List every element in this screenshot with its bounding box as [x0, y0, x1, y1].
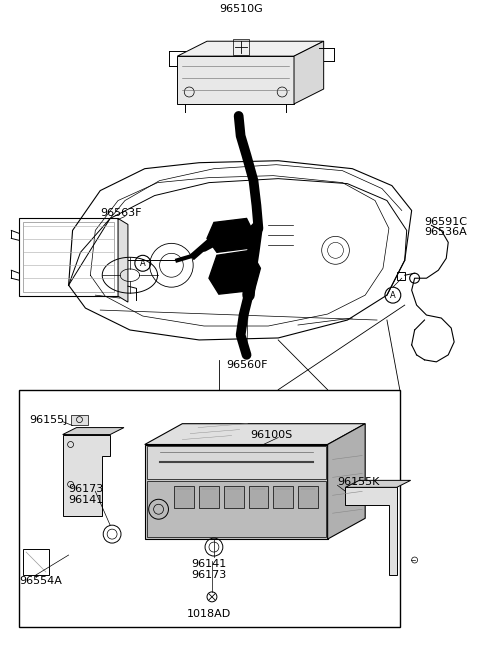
- Bar: [23, 222, 114, 292]
- Polygon shape: [63, 434, 110, 516]
- Polygon shape: [63, 428, 124, 434]
- Bar: [199, 486, 219, 508]
- Text: 96536A: 96536A: [424, 228, 467, 237]
- Bar: [298, 486, 318, 508]
- Polygon shape: [145, 424, 365, 445]
- Bar: [397, 272, 405, 280]
- Polygon shape: [145, 445, 328, 539]
- Polygon shape: [177, 56, 294, 104]
- Text: 96173: 96173: [69, 484, 104, 495]
- Text: 96563F: 96563F: [100, 209, 142, 218]
- Text: 96173: 96173: [192, 570, 227, 580]
- Bar: [71, 415, 88, 424]
- Text: A: A: [140, 258, 145, 268]
- Text: 96510G: 96510G: [219, 5, 263, 14]
- Polygon shape: [207, 218, 253, 253]
- Bar: [273, 486, 293, 508]
- Polygon shape: [147, 447, 325, 480]
- Polygon shape: [294, 41, 324, 104]
- Bar: [224, 486, 243, 508]
- Text: 96100S: 96100S: [251, 430, 293, 440]
- Text: 96560F: 96560F: [226, 360, 267, 370]
- Text: 96554A: 96554A: [19, 576, 62, 586]
- Polygon shape: [328, 424, 365, 539]
- Polygon shape: [346, 480, 411, 487]
- Text: 96141: 96141: [192, 559, 227, 569]
- Polygon shape: [346, 487, 397, 575]
- Bar: [19, 218, 118, 296]
- Text: 96155K: 96155K: [337, 478, 380, 487]
- Text: 96141: 96141: [69, 495, 104, 505]
- Bar: [19, 390, 400, 626]
- Polygon shape: [209, 251, 260, 294]
- Bar: [23, 549, 49, 575]
- Polygon shape: [177, 41, 324, 56]
- Text: 1018AD: 1018AD: [187, 609, 231, 619]
- Circle shape: [409, 274, 420, 283]
- Text: 96155J: 96155J: [29, 415, 68, 424]
- Polygon shape: [118, 218, 128, 302]
- Text: A: A: [390, 291, 396, 300]
- Polygon shape: [147, 482, 325, 537]
- Text: 96591C: 96591C: [424, 217, 468, 228]
- Bar: [233, 39, 249, 55]
- Polygon shape: [69, 161, 412, 340]
- Bar: [174, 486, 194, 508]
- Bar: [249, 486, 268, 508]
